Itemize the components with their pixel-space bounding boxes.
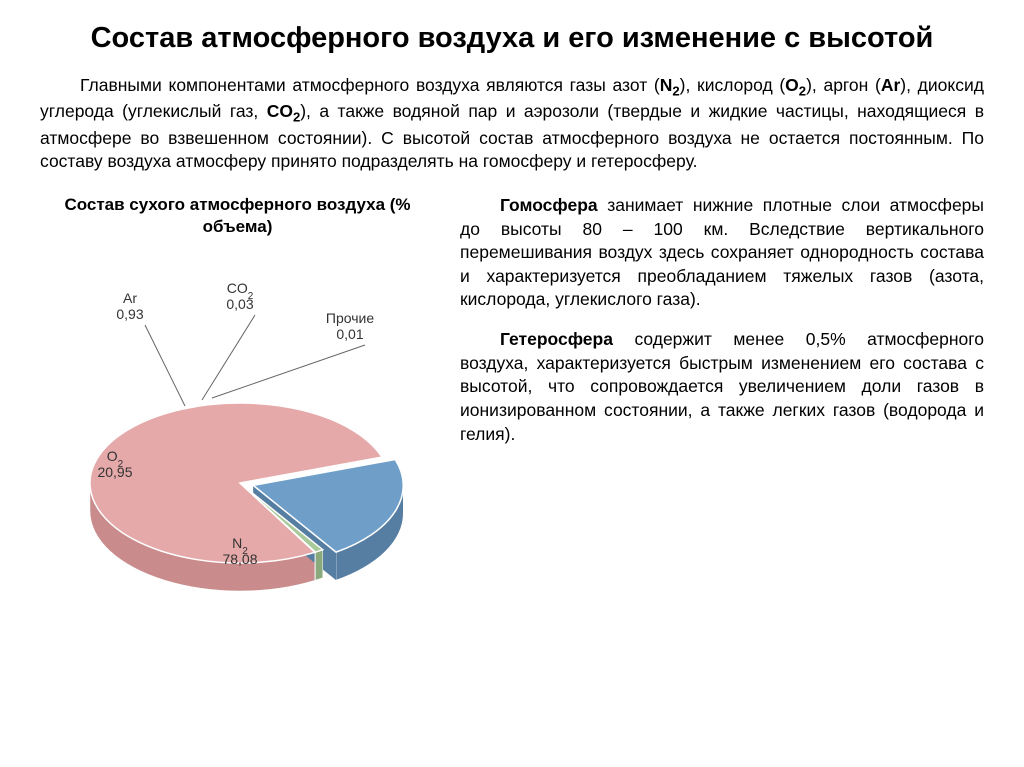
label-ar: Ar bbox=[123, 290, 137, 306]
pie-side-ar bbox=[315, 550, 322, 580]
label-other: Прочие bbox=[326, 310, 374, 326]
page-title: Состав атмосферного воздуха и его измене… bbox=[40, 20, 984, 56]
two-column-layout: Состав сухого атмосферного воздуха (% об… bbox=[40, 194, 984, 598]
paragraph-gomosphere: Гомосфера занимает нижние плотные слои а… bbox=[460, 194, 984, 312]
intro-paragraph: Главными компонентами атмосферного возду… bbox=[40, 74, 984, 174]
value-co2: 0,03 bbox=[226, 296, 253, 312]
value-o2: 20,95 bbox=[97, 464, 132, 480]
leader-ar bbox=[145, 325, 185, 406]
paragraph-heterosphere: Гетеросфера содержит менее 0,5% атмосфер… bbox=[460, 328, 984, 446]
chart-column: Состав сухого атмосферного воздуха (% об… bbox=[40, 194, 435, 598]
leader-other bbox=[212, 345, 365, 398]
pie-chart: N278,08O220,95Ar0,93CO20,03Прочие0,01 bbox=[40, 248, 435, 598]
value-ar: 0,93 bbox=[116, 306, 143, 322]
value-n2: 78,08 bbox=[222, 551, 257, 567]
leader-co2 bbox=[202, 315, 255, 400]
value-other: 0,01 bbox=[336, 326, 363, 342]
text-column: Гомосфера занимает нижние плотные слои а… bbox=[460, 194, 984, 598]
chart-title: Состав сухого атмосферного воздуха (% об… bbox=[40, 194, 435, 238]
